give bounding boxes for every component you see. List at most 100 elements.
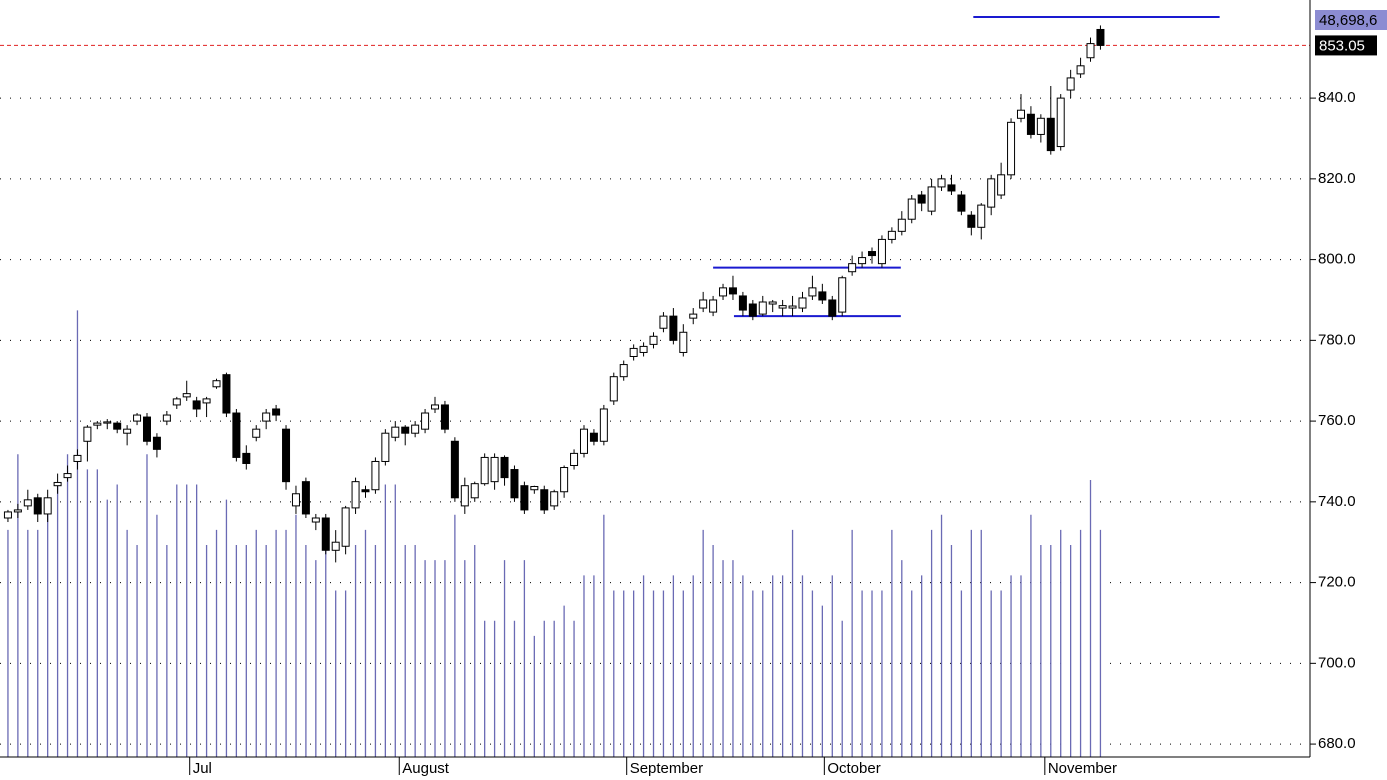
candle-body: [1096, 28, 1105, 46]
candle-body: [391, 426, 400, 438]
candle-body: [977, 204, 986, 228]
candle-body: [1086, 43, 1095, 59]
candle-body: [33, 497, 42, 515]
candle-body: [341, 507, 350, 547]
candle-body: [669, 315, 678, 341]
y-tick-label: 700.0: [1318, 654, 1356, 671]
y-tick-label: 740.0: [1318, 493, 1356, 510]
y-tick-label: 780.0: [1318, 331, 1356, 348]
candle-body: [262, 412, 271, 422]
candle-body: [967, 214, 976, 228]
candle-body: [1056, 97, 1065, 148]
candle-body: [788, 305, 797, 309]
candle-body: [371, 460, 380, 491]
x-tick-label: November: [1048, 760, 1117, 777]
y-tick-label: 840.0: [1318, 89, 1356, 106]
candle-body: [679, 331, 688, 353]
y-tick-label: 720.0: [1318, 574, 1356, 591]
candle-body: [748, 303, 757, 317]
candle-body: [361, 489, 370, 493]
candle-body: [917, 194, 926, 204]
candle-body: [719, 287, 728, 297]
candle-body: [192, 400, 201, 410]
last-price-box: [1315, 35, 1377, 56]
candle-body: [222, 374, 231, 414]
candle-body: [570, 452, 579, 467]
candle-body: [520, 485, 529, 511]
candle-body: [1046, 117, 1055, 152]
candle-body: [93, 422, 102, 426]
candle-body: [560, 467, 569, 493]
candle-body: [778, 305, 787, 309]
candle-body: [808, 287, 817, 297]
candle-body: [182, 393, 191, 398]
candle-body: [550, 491, 559, 507]
candle-body: [589, 432, 598, 442]
candle-body: [957, 194, 966, 212]
candle-body: [172, 398, 181, 406]
candle-body: [798, 297, 807, 309]
candle-body: [659, 315, 668, 329]
candle-body: [907, 198, 916, 220]
candle-body: [23, 499, 32, 507]
candle-body: [421, 412, 430, 430]
candle-body: [510, 469, 519, 499]
candle-body: [540, 489, 549, 511]
candle-body: [291, 493, 300, 507]
candle-body: [232, 412, 241, 458]
candle-body: [212, 380, 221, 388]
candle-body: [828, 299, 837, 317]
candle-body: [431, 404, 440, 410]
candle-body: [699, 299, 708, 309]
candle-body: [758, 301, 767, 315]
candle-body: [123, 428, 132, 434]
candle-body: [411, 424, 420, 434]
candle-body: [321, 517, 330, 551]
candle-body: [480, 456, 489, 485]
candle-body: [103, 421, 112, 424]
candle-body: [272, 408, 281, 416]
candle-body: [162, 414, 171, 422]
volume-label-box: [1315, 10, 1387, 30]
candle-body: [113, 422, 122, 430]
candle-body: [887, 230, 896, 240]
candle-body: [599, 408, 608, 442]
candle-body: [1016, 109, 1025, 119]
candle-body: [1026, 113, 1035, 135]
candle-body: [629, 347, 638, 357]
candle-body: [43, 497, 52, 515]
candle-body: [440, 404, 449, 430]
candle-body: [500, 456, 509, 479]
candle-body: [470, 483, 479, 499]
candle-body: [927, 186, 936, 212]
candle-body: [579, 428, 588, 454]
candle-body: [649, 335, 658, 345]
candle-body: [1036, 117, 1045, 135]
volume-label: 48,698,6: [1319, 12, 1377, 29]
candle-body: [1066, 77, 1075, 91]
candle-body: [1076, 65, 1085, 75]
y-tick-label: 680.0: [1318, 735, 1356, 752]
candle-body: [152, 436, 161, 450]
x-tick-label: August: [402, 760, 450, 777]
candle-body: [897, 218, 906, 232]
candle-body: [63, 473, 72, 479]
candle-body: [609, 376, 618, 402]
candle-body: [252, 428, 261, 438]
y-tick-label: 820.0: [1318, 170, 1356, 187]
candle-body: [3, 511, 12, 519]
candle-body: [13, 509, 22, 513]
candle-body: [311, 517, 320, 523]
candle-body: [947, 184, 956, 192]
candle-body: [401, 426, 410, 434]
candle-body: [83, 426, 92, 442]
candle-body: [301, 481, 310, 515]
x-tick-label: October: [827, 760, 880, 777]
candle-body: [709, 299, 718, 313]
candle-body: [142, 416, 151, 442]
x-tick-label: Jul: [193, 760, 212, 777]
candle-body: [818, 291, 827, 301]
candle-body: [639, 345, 648, 353]
candle-body: [73, 454, 82, 462]
candle-body: [450, 440, 459, 499]
